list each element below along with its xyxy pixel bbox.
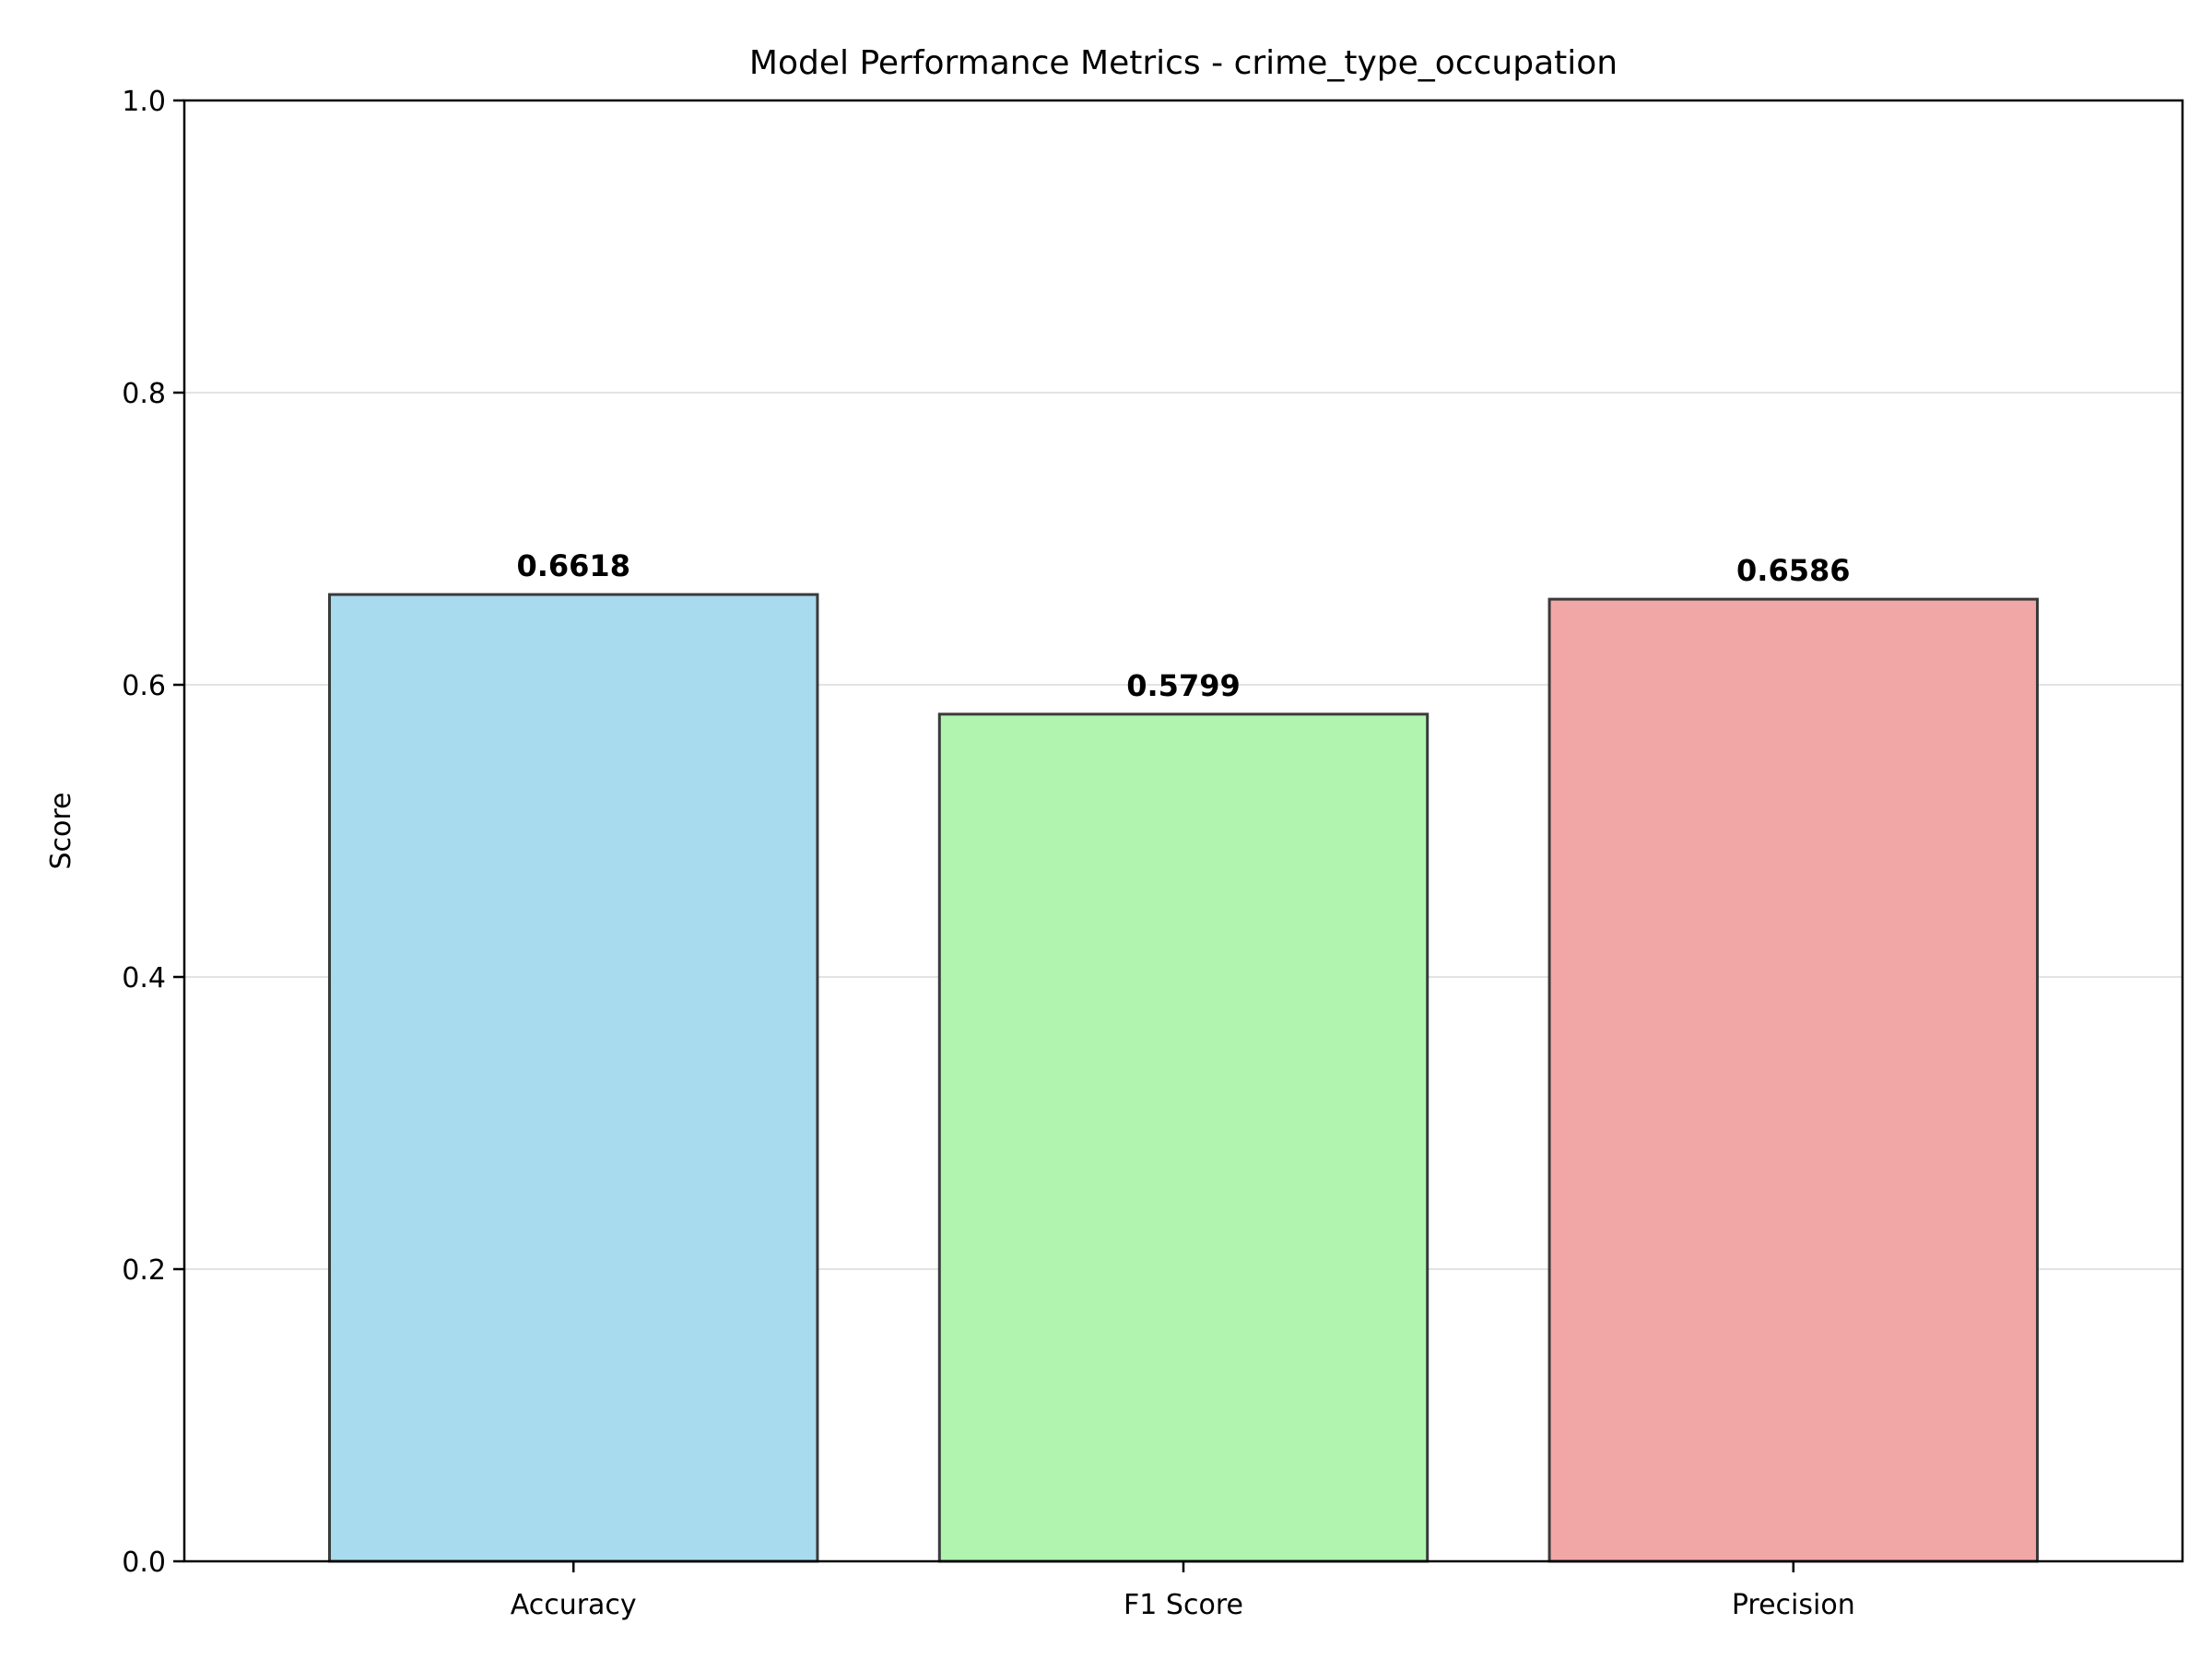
chart-title: Model Performance Metrics - crime_type_o… — [749, 44, 1618, 82]
y-tick-label: 1.0 — [122, 86, 166, 118]
bar-precision — [1547, 597, 2039, 1563]
y-tick-label: 0.2 — [122, 1254, 166, 1287]
x-tick-label: Accuracy — [511, 1589, 637, 1621]
y-tick-label: 0.4 — [122, 962, 166, 994]
bar-f1-score — [937, 712, 1430, 1563]
bar-accuracy — [328, 593, 819, 1563]
bar-value-label: 0.5799 — [1126, 668, 1240, 703]
y-tick-label: 0.8 — [122, 378, 166, 410]
x-tick-label: F1 Score — [1124, 1589, 1243, 1621]
x-axis-ticks: Accuracy F1 Score Precision — [511, 1561, 1855, 1621]
value-labels: 0.6618 0.5799 0.6586 — [516, 548, 1850, 703]
y-tick-label: 0.0 — [122, 1547, 166, 1579]
bars — [328, 593, 2039, 1563]
y-axis-label: Score — [45, 792, 77, 869]
bar-value-label: 0.6618 — [516, 548, 629, 583]
y-tick-label: 0.6 — [122, 670, 166, 702]
y-axis-ticks: 0.0 0.2 0.4 0.6 0.8 1.0 — [122, 86, 184, 1579]
bar-value-label: 0.6586 — [1736, 553, 1850, 588]
x-tick-label: Precision — [1732, 1589, 1855, 1621]
